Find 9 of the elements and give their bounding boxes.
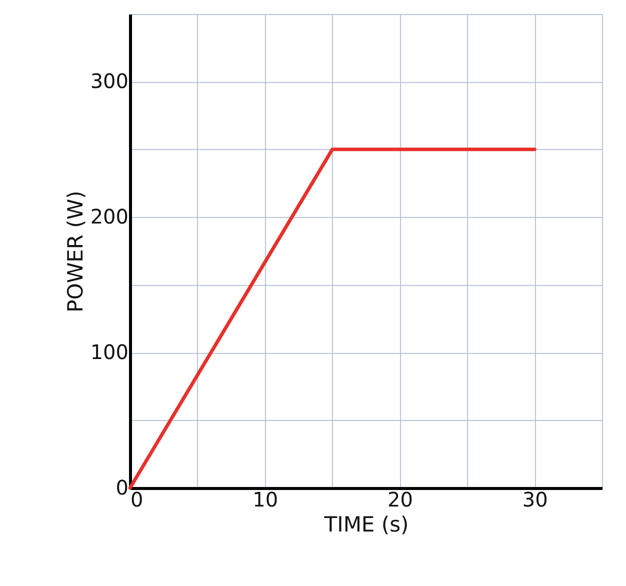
x-tick-label: 10 [252, 488, 278, 512]
x-tick-label: 20 [387, 488, 413, 512]
y-axis-title: POWER (W) [63, 190, 88, 312]
x-tick-label: 0 [130, 488, 144, 512]
y-tick-label: 100 [90, 340, 128, 364]
x-tick-label: 30 [522, 488, 548, 512]
y-tick-label: 200 [90, 204, 128, 229]
x-axis-title: TIME (s) [323, 512, 409, 536]
y-tick-label: 300 [90, 69, 128, 94]
